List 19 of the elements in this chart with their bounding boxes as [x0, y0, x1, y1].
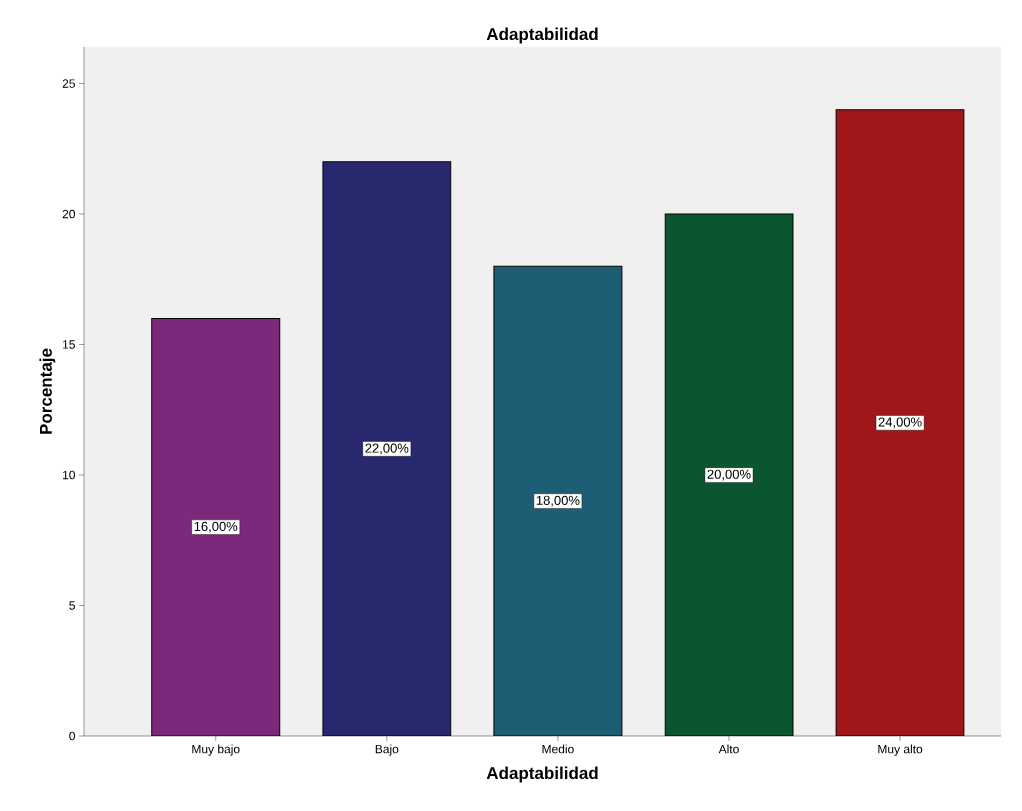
- x-tick-label: Muy bajo: [192, 744, 240, 756]
- x-tick-label: Muy alto: [878, 744, 923, 756]
- chart-title: Adaptabilidad: [486, 27, 598, 44]
- x-tick-label: Bajo: [375, 744, 399, 756]
- y-tick-label: 15: [63, 340, 75, 349]
- x-tick-label: Alto: [718, 744, 739, 754]
- y-tick-label: 25: [62, 79, 75, 88]
- y-tick-label: 5: [69, 601, 75, 610]
- data-label: 18,00%: [536, 495, 580, 507]
- data-label: 22,00%: [365, 443, 409, 455]
- y-tick-label: 0: [69, 731, 75, 741]
- x-tick-label: Medio: [542, 744, 574, 754]
- y-axis-title: Porcentaje: [39, 348, 56, 434]
- data-label: 20,00%: [707, 469, 751, 481]
- y-tick-label: 10: [63, 470, 75, 480]
- data-label: 24,00%: [878, 417, 922, 429]
- y-tick-label: 20: [62, 209, 75, 219]
- x-axis-title: Adaptabilidad: [486, 766, 598, 783]
- data-label: 16,00%: [194, 521, 238, 533]
